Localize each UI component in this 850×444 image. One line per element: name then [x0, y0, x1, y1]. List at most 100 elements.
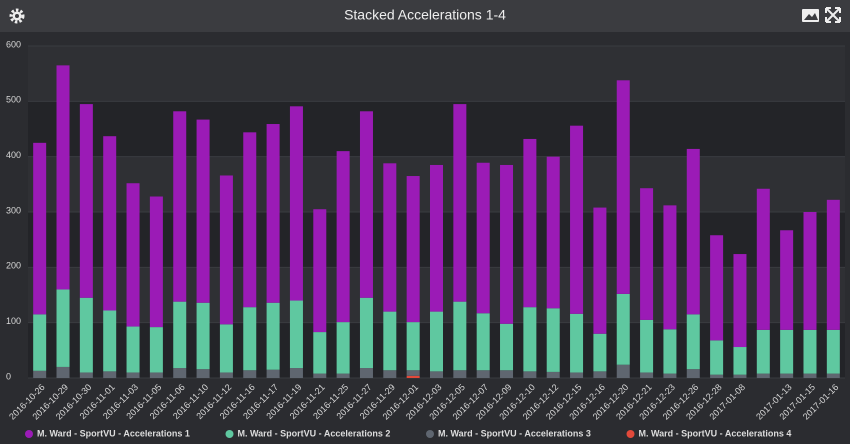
plot-band	[28, 46, 845, 102]
bar-segment	[733, 374, 747, 378]
bar-segment	[476, 162, 490, 314]
bar-segment	[336, 151, 350, 323]
bar-segment	[780, 230, 794, 330]
bar-segment	[640, 372, 654, 378]
bar-segment	[289, 106, 303, 301]
bar-segment	[406, 370, 420, 376]
bar-segment	[56, 289, 70, 367]
bar-segment	[336, 322, 350, 374]
legend-text: M. Ward - SportVU - Accelerations 2	[238, 428, 391, 438]
bar-segment	[826, 373, 840, 378]
legend-marker	[25, 430, 33, 438]
legend-marker	[426, 430, 434, 438]
bar-segment	[313, 332, 327, 374]
bar-segment	[780, 373, 794, 378]
bar-segment	[149, 196, 163, 328]
bar-segment	[219, 175, 233, 325]
bar-segment	[453, 104, 467, 302]
bar-segment	[430, 371, 443, 378]
bar-segment	[756, 373, 770, 378]
bar-segment	[523, 371, 537, 378]
bar-segment	[546, 156, 560, 309]
bar-segment	[593, 371, 607, 378]
settings-icon[interactable]	[9, 8, 25, 24]
bar-segment	[616, 364, 630, 378]
y-tick-label: 500	[6, 95, 21, 105]
bar-segment	[710, 235, 724, 341]
bar-segment	[546, 371, 560, 378]
bar-segment	[733, 254, 747, 348]
bar-segment	[733, 347, 747, 375]
image-icon[interactable]	[802, 9, 819, 22]
bar-segment	[196, 369, 210, 378]
bar-segment	[126, 372, 140, 378]
bar-segment	[570, 125, 584, 314]
y-tick-label: 0	[6, 371, 11, 381]
bar-segment	[126, 183, 140, 327]
bar-segment	[406, 176, 420, 323]
bar-segment	[803, 212, 817, 330]
bar-segment	[570, 313, 584, 373]
bar-segment	[686, 148, 700, 315]
bar-segment	[640, 319, 654, 373]
bar-segment	[453, 301, 467, 371]
bar-segment	[243, 307, 257, 371]
y-tick-label: 100	[6, 316, 21, 326]
bar-segment	[56, 366, 70, 378]
bar-segment	[289, 368, 303, 378]
bar-segment	[289, 300, 303, 369]
bar-segment	[173, 111, 187, 302]
y-tick-label: 300	[6, 205, 21, 215]
bar-segment	[196, 302, 210, 370]
bar-segment	[149, 327, 163, 373]
bar-segment	[430, 164, 443, 312]
bar-segment	[826, 199, 840, 330]
bar-segment	[523, 307, 537, 372]
bar-segment	[219, 372, 233, 378]
bar-segment	[710, 340, 724, 375]
bar-segment	[359, 111, 373, 298]
bar-segment	[79, 372, 93, 378]
bar-segment	[336, 373, 350, 378]
bar-segment	[500, 370, 514, 378]
bar-segment	[803, 373, 817, 378]
bar-segment	[523, 138, 537, 308]
bar-segment	[219, 324, 233, 373]
bar-segment	[243, 370, 257, 378]
bar-segment	[33, 314, 47, 371]
bar-segment	[500, 323, 514, 371]
bar-segment	[266, 302, 280, 370]
y-tick-label: 200	[6, 261, 21, 271]
bar-segment	[616, 293, 630, 365]
bar-segment	[56, 65, 70, 290]
bar-segment	[616, 80, 630, 294]
expand-icon[interactable]	[825, 7, 841, 23]
bar-segment	[359, 297, 373, 369]
bar-segment	[476, 370, 490, 378]
bar-segment	[173, 368, 187, 378]
y-tick-label: 400	[6, 150, 21, 160]
plot-band	[28, 101, 845, 157]
bar-segment	[593, 333, 607, 372]
bar-segment	[173, 301, 187, 369]
bar-segment	[500, 164, 514, 324]
bar-segment	[103, 371, 117, 378]
bar-segment	[79, 297, 93, 373]
bar-segment	[266, 369, 280, 378]
bar-segment	[383, 370, 397, 378]
bar-segment	[406, 375, 420, 378]
bar-segment	[33, 142, 47, 315]
legend-text: M. Ward - SportVU - Accelerations 4	[639, 428, 792, 438]
legend-text: M. Ward - SportVU - Accelerations 3	[438, 428, 591, 438]
bar-segment	[103, 310, 117, 372]
bar-segment	[359, 368, 373, 378]
bar-segment	[803, 329, 817, 374]
bar-segment	[756, 188, 770, 330]
bar-segment	[313, 209, 327, 333]
bar-segment	[79, 104, 93, 298]
bar-segment	[826, 329, 840, 374]
chart-title: Stacked Accelerations 1-4	[344, 7, 506, 23]
bar-segment	[570, 372, 584, 378]
bar-segment	[196, 119, 210, 303]
